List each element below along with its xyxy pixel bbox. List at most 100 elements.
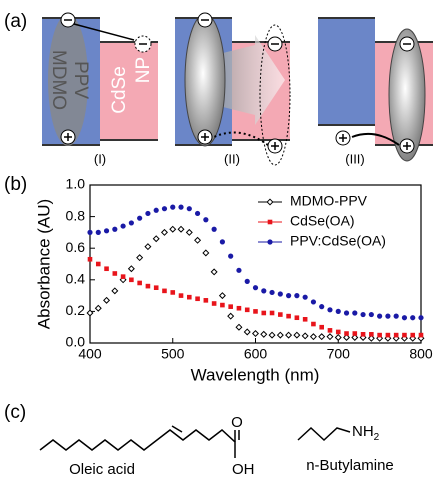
legend-label: PPV:CdSe(OA) [290, 233, 386, 249]
point [136, 254, 144, 262]
point [218, 292, 226, 300]
point [293, 331, 301, 339]
point [187, 294, 192, 300]
point [87, 256, 93, 262]
point [351, 333, 359, 341]
point [235, 323, 243, 331]
point [185, 228, 193, 236]
legend-marker [266, 198, 274, 206]
plot-frame [89, 184, 422, 344]
point [410, 315, 416, 321]
point [302, 294, 308, 300]
point [86, 309, 94, 317]
point [318, 333, 326, 341]
point [311, 321, 316, 327]
x-tick-label: 600 [244, 346, 268, 362]
point [170, 290, 176, 295]
plus [403, 142, 411, 150]
point [137, 280, 142, 286]
point [269, 289, 275, 296]
acceptor-band [100, 42, 158, 140]
amine: NH [352, 423, 374, 440]
point [286, 313, 291, 319]
point [244, 307, 250, 313]
point [360, 311, 366, 318]
plus [64, 133, 72, 141]
point [360, 332, 366, 337]
legend-marker [267, 239, 273, 245]
y-tick-label: 0.2 [66, 302, 86, 318]
point [253, 309, 258, 314]
point [327, 328, 333, 333]
point [203, 298, 209, 303]
point [301, 332, 309, 340]
panel-label: (a) [4, 11, 27, 32]
point [367, 334, 375, 342]
point [145, 283, 151, 289]
transfer-arrow [215, 35, 285, 125]
point [194, 236, 202, 244]
point [276, 331, 284, 339]
point [261, 288, 267, 294]
polymer-label: PPV [70, 61, 91, 99]
point [127, 265, 135, 273]
point [343, 310, 350, 316]
plus [339, 134, 347, 142]
point [186, 206, 192, 212]
oleic-acid-skeleton [39, 429, 236, 458]
y-tick-label: 0.0 [66, 334, 86, 350]
point [294, 293, 300, 299]
y-axis-label: Absorbance (AU) [34, 199, 53, 329]
point [334, 333, 342, 341]
panel-label: (b) [4, 174, 27, 195]
point [104, 266, 109, 272]
exciton [48, 14, 88, 146]
point [160, 228, 168, 236]
point [178, 293, 184, 298]
molecule-name: Oleic acid [69, 461, 135, 478]
point [252, 285, 259, 291]
panel-a: (a) MDMO PPV CdSe NP (I) (II) (III) [4, 11, 433, 166]
polymer-label: MDMO [48, 50, 69, 110]
point [343, 333, 351, 341]
point [112, 271, 118, 276]
point [385, 313, 391, 319]
case-label: (III) [345, 151, 365, 166]
point [87, 229, 93, 235]
point [260, 330, 268, 338]
point [236, 267, 242, 273]
point [335, 329, 341, 335]
x-tick-label: 700 [327, 346, 351, 362]
point [128, 220, 134, 226]
point [368, 311, 374, 318]
point [302, 317, 308, 322]
butylamine-skeleton [297, 426, 351, 442]
point [111, 287, 119, 295]
point [385, 332, 391, 338]
plus [271, 142, 279, 150]
arrow [213, 131, 269, 146]
x-tick-label: 500 [161, 346, 185, 362]
exciton [388, 28, 426, 162]
point [194, 210, 201, 217]
point [277, 291, 283, 297]
point [285, 331, 293, 339]
point [326, 333, 334, 341]
point [145, 210, 151, 217]
particle-label: CdSe [109, 66, 130, 114]
donor-band [318, 18, 375, 125]
particle-label: NP [133, 57, 154, 83]
point [178, 204, 184, 210]
point [244, 278, 250, 284]
ghost-exciton [259, 24, 291, 166]
level [318, 17, 433, 146]
arrow [351, 132, 400, 146]
legend-marker [267, 219, 273, 225]
point [418, 315, 424, 321]
point [161, 206, 168, 212]
y-tick-label: 0.6 [66, 239, 86, 255]
point [162, 288, 167, 294]
point [103, 296, 111, 304]
atom: NH2 [352, 423, 380, 443]
